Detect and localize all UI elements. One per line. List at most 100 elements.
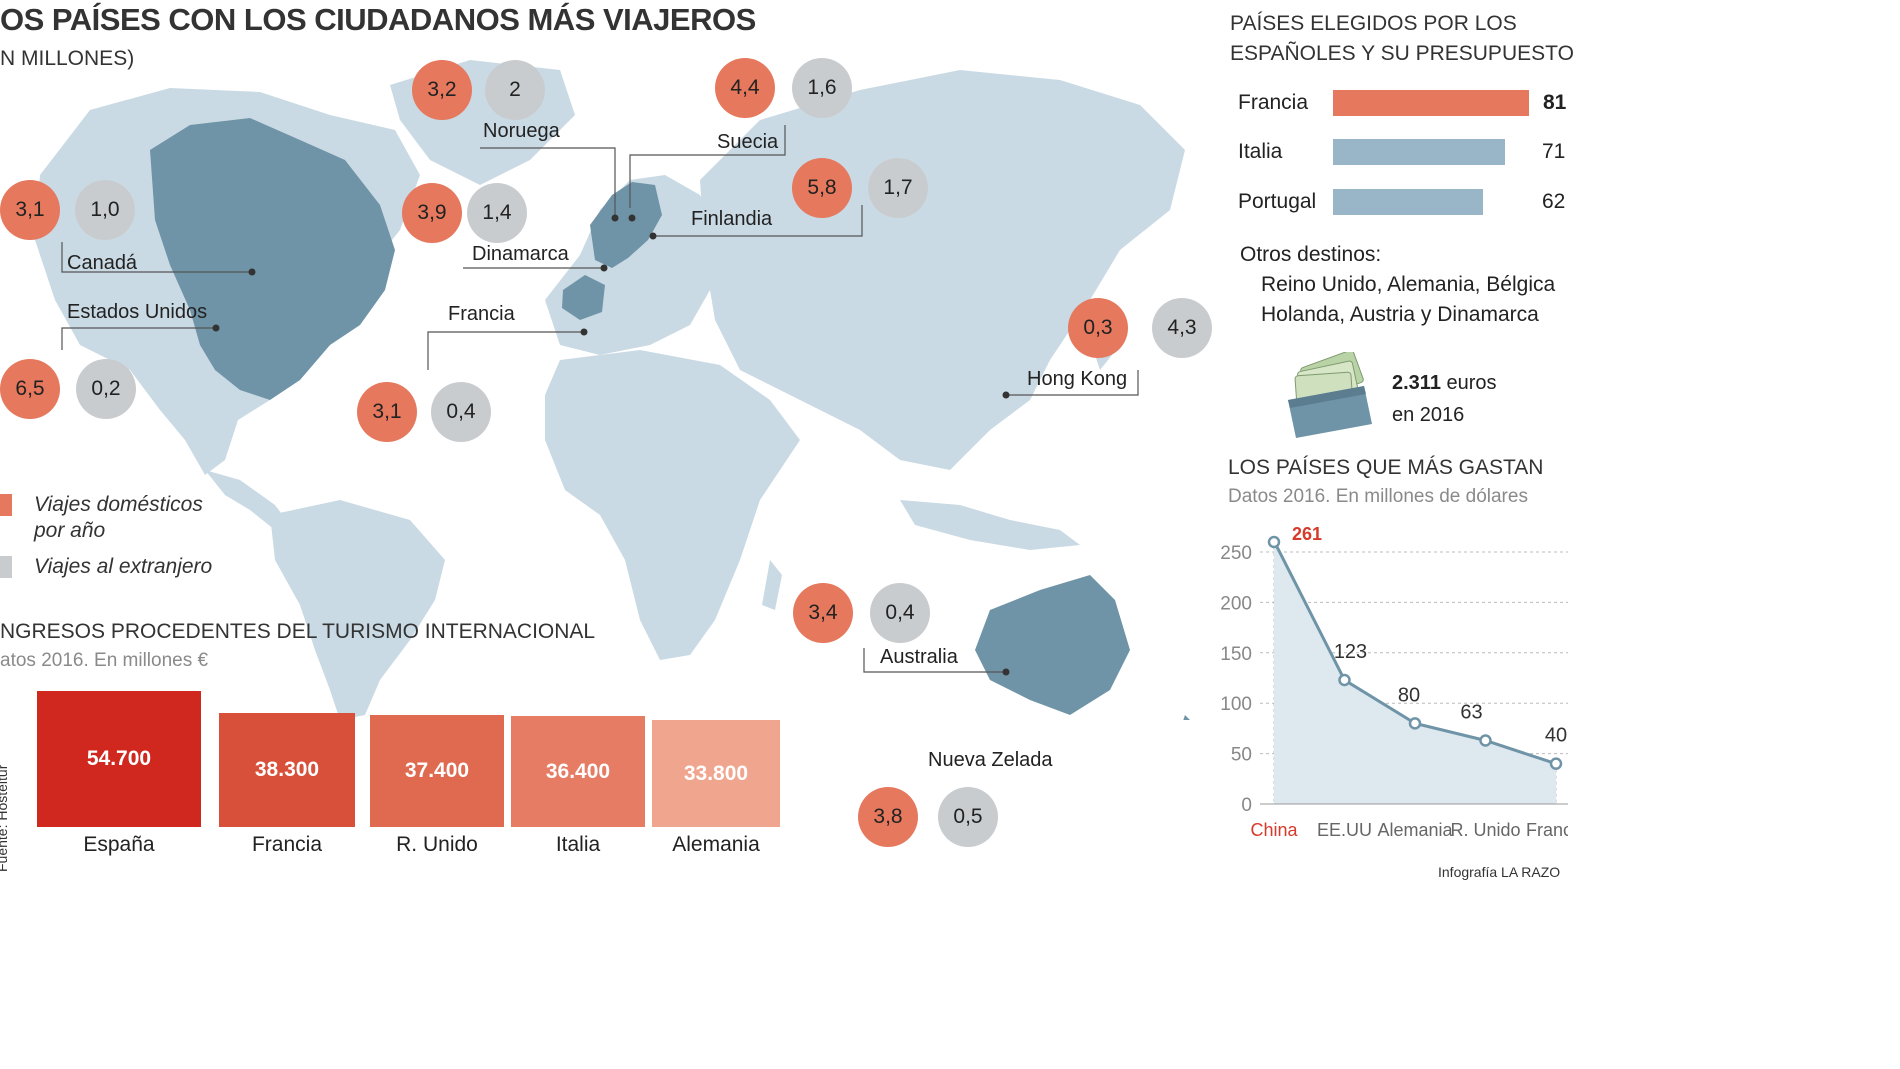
income-bar-2: 37.400 bbox=[369, 714, 505, 827]
spend-point-4 bbox=[1549, 757, 1563, 770]
pref-value-0: 81 bbox=[1543, 91, 1567, 114]
spend-category-label-4: Francia bbox=[1526, 820, 1568, 840]
pref-value-2: 62 bbox=[1542, 190, 1566, 213]
spend-ytick-4: 200 bbox=[1220, 593, 1252, 614]
spend-chart-subtitle: Datos 2016. En millones de dólares bbox=[1228, 486, 1528, 507]
bubble-domestic-finland: 5,8 bbox=[792, 158, 852, 218]
page-subtitle: N MILLONES) bbox=[0, 47, 135, 70]
income-bar-label-3: Italia bbox=[555, 833, 601, 856]
legend-swatch-abroad bbox=[0, 556, 12, 578]
credit-text: Infografía LA RAZO bbox=[1438, 864, 1561, 880]
spend-value-label-3: 63 bbox=[1460, 701, 1482, 723]
land-madagascar bbox=[762, 560, 782, 610]
bubble-domestic-canada: 3,1 bbox=[0, 180, 60, 240]
spend-category-label-0: China bbox=[1250, 820, 1298, 840]
land-indonesia bbox=[900, 500, 1080, 550]
wallet-money-icon bbox=[1288, 352, 1372, 438]
country-label-denmark: Dinamarca bbox=[472, 243, 569, 265]
spend-ytick-5: 250 bbox=[1220, 543, 1252, 564]
income-chart-source: Fuente: Hosteltur bbox=[0, 764, 10, 872]
spend-area bbox=[1274, 540, 1556, 804]
legend-abroad: Viajes al extranjero bbox=[34, 555, 213, 578]
spend-category-label-1: EE.UU bbox=[1317, 820, 1372, 840]
highlight-australia bbox=[975, 575, 1130, 715]
bubble-domestic-france: 3,1 bbox=[357, 382, 417, 442]
world-map bbox=[35, 60, 1190, 720]
spend-line-chart: 0 50 100 150 200 250 261 China 123 EE.UU 80 Alemani… bbox=[1220, 524, 1568, 840]
bubble-domestic-hongkong: 0,3 bbox=[1068, 298, 1128, 358]
country-label-new-zealand: Nueva Zelada bbox=[928, 749, 1053, 771]
bubble-abroad-france: 0,4 bbox=[431, 382, 491, 442]
bubble-abroad-finland: 1,7 bbox=[868, 158, 928, 218]
leader-dots bbox=[212, 214, 1010, 676]
bubble-domestic-sweden: 4,4 bbox=[715, 58, 775, 118]
bubble-abroad-australia: 0,4 bbox=[870, 583, 930, 643]
income-bar-1: 38.300 bbox=[218, 713, 356, 827]
bubble-abroad-denmark: 1,4 bbox=[467, 183, 527, 243]
bubble-domestic-new-zealand: 3,8 bbox=[858, 787, 918, 847]
country-label-hongkong: Hong Kong bbox=[1027, 368, 1128, 390]
pref-value-1: 71 bbox=[1542, 140, 1566, 163]
country-label-australia: Australia bbox=[880, 646, 958, 668]
income-bar-label-1: Francia bbox=[251, 833, 323, 856]
prefs-others-line1: Reino Unido, Alemania, Bélgica bbox=[1261, 273, 1556, 296]
bubble-abroad-hongkong: 4,3 bbox=[1152, 298, 1212, 358]
income-bar-label-2: R. Unido bbox=[396, 833, 478, 856]
spend-point-3 bbox=[1479, 734, 1492, 747]
bubble-abroad-canada: 1,0 bbox=[75, 180, 135, 240]
spend-ytick-1: 50 bbox=[1231, 745, 1252, 766]
income-chart-subtitle: atos 2016. En millones € bbox=[0, 650, 209, 671]
pref-country-0: Francia bbox=[1238, 91, 1309, 114]
prefs-title-line1: PAÍSES ELEGIDOS POR LOS bbox=[1230, 12, 1517, 35]
bubble-abroad-usa: 0,2 bbox=[76, 359, 136, 419]
country-label-france: Francia bbox=[448, 303, 515, 325]
spend-point-2 bbox=[1408, 717, 1422, 730]
spend-value-label-0: 261 bbox=[1292, 524, 1322, 544]
spend-ytick-0: 0 bbox=[1241, 795, 1252, 816]
highlight-canada-usa bbox=[150, 118, 395, 400]
bubble-domestic-denmark: 3,9 bbox=[402, 183, 462, 243]
income-bar-3: 36.400 bbox=[511, 716, 645, 827]
pref-bar-2 bbox=[1333, 189, 1484, 215]
income-chart-title: NGRESOS PROCEDENTES DEL TURISMO INTERNAC… bbox=[0, 620, 596, 643]
income-bar-label-4: Alemania bbox=[672, 833, 760, 856]
spend-category-label-2: Alemania bbox=[1377, 820, 1453, 840]
legend-domestic-line1: Viajes domésticos bbox=[34, 493, 203, 516]
highlight-new-zealand bbox=[1183, 715, 1190, 720]
pref-bar-0 bbox=[1333, 90, 1529, 116]
land-central-america bbox=[205, 470, 290, 530]
spend-point-0 bbox=[1267, 535, 1281, 549]
bubble-domestic-usa: 6,5 bbox=[0, 359, 60, 419]
bubble-domestic-norway: 3,2 bbox=[412, 60, 472, 120]
pref-country-2: Portugal bbox=[1238, 190, 1317, 213]
pref-country-1: Italia bbox=[1238, 140, 1283, 163]
leader-lines bbox=[61, 125, 1139, 673]
bubble-abroad-norway: 2 bbox=[485, 60, 545, 120]
bubble-abroad-new-zealand: 0,5 bbox=[938, 787, 998, 847]
legend-swatch-domestic bbox=[0, 494, 12, 516]
country-label-finland: Finlandia bbox=[691, 208, 773, 230]
bubble-abroad-sweden: 1,6 bbox=[792, 58, 852, 118]
income-bar-label-0: España bbox=[83, 833, 155, 856]
spend-point-1 bbox=[1338, 673, 1351, 687]
country-label-norway: Noruega bbox=[483, 120, 560, 142]
budget-year: en 2016 bbox=[1392, 404, 1465, 426]
prefs-others-line2: Holanda, Austria y Dinamarca bbox=[1261, 303, 1539, 326]
spend-ytick-3: 150 bbox=[1220, 644, 1252, 665]
spend-chart-title: LOS PAÍSES QUE MÁS GASTAN bbox=[1228, 456, 1544, 479]
spend-value-label-1: 123 bbox=[1334, 641, 1367, 663]
page-title: OS PAÍSES CON LOS CIUDADANOS MÁS VIAJERO… bbox=[0, 2, 756, 37]
budget-unit: euros bbox=[1440, 372, 1497, 394]
country-label-usa: Estados Unidos bbox=[67, 301, 208, 323]
bubble-domestic-australia: 3,4 bbox=[793, 583, 853, 643]
spend-category-label-3: R. Unido bbox=[1450, 820, 1520, 840]
highlight-nordic bbox=[590, 182, 662, 268]
income-bar-4: 33.800 bbox=[651, 720, 781, 827]
spend-value-label-2: 80 bbox=[1398, 684, 1420, 706]
income-bar-0: 54.700 bbox=[37, 691, 201, 827]
land-south-america bbox=[270, 500, 445, 720]
land-africa bbox=[545, 350, 800, 660]
prefs-title-line2: ESPAÑOLES Y SU PRESUPUESTO bbox=[1230, 42, 1574, 65]
budget-amount: 2.311 bbox=[1392, 372, 1441, 394]
spend-ytick-2: 100 bbox=[1220, 694, 1252, 715]
